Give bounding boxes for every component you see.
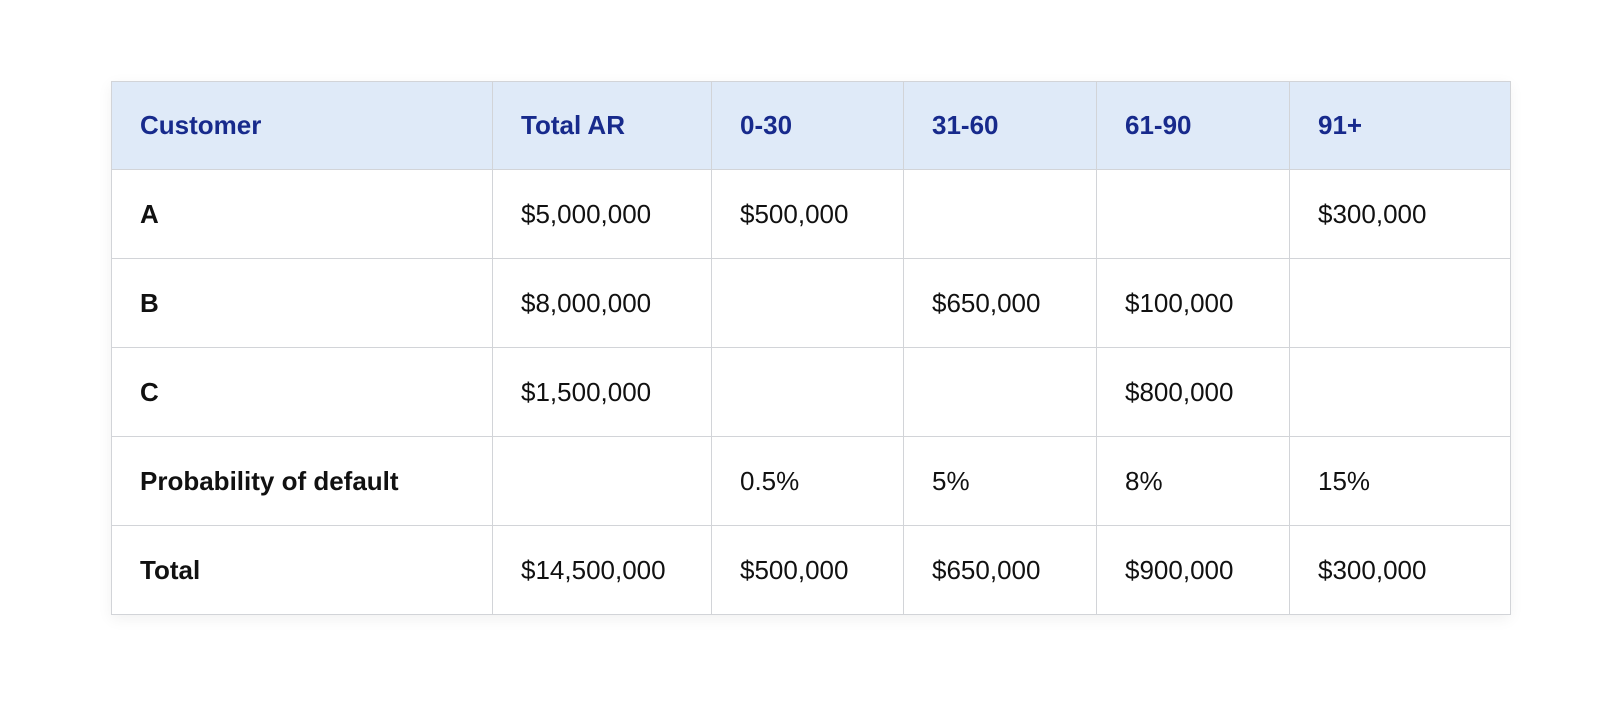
table-cell: $900,000 bbox=[1096, 525, 1290, 615]
table-cell: $100,000 bbox=[1096, 258, 1290, 348]
table-cell: $800,000 bbox=[1096, 347, 1290, 437]
table-cell: $300,000 bbox=[1289, 525, 1511, 615]
column-header-customer: Customer bbox=[111, 81, 493, 170]
ar-aging-table: Customer Total AR 0-30 31-60 61-90 91+ A… bbox=[111, 81, 1511, 615]
table-row: Total $14,500,000 $500,000 $650,000 $900… bbox=[111, 525, 1511, 615]
table-cell: $1,500,000 bbox=[492, 347, 712, 437]
table-cell bbox=[903, 169, 1097, 259]
row-label: C bbox=[111, 347, 493, 437]
table-row: A $5,000,000 $500,000 $300,000 bbox=[111, 169, 1511, 259]
table-cell: $14,500,000 bbox=[492, 525, 712, 615]
aging-table-container: Customer Total AR 0-30 31-60 61-90 91+ A… bbox=[111, 81, 1511, 615]
row-label: B bbox=[111, 258, 493, 348]
table-cell bbox=[711, 258, 904, 348]
table-cell: $650,000 bbox=[903, 525, 1097, 615]
column-header-0-30: 0-30 bbox=[711, 81, 904, 170]
table-cell: $8,000,000 bbox=[492, 258, 712, 348]
table-header-row: Customer Total AR 0-30 31-60 61-90 91+ bbox=[111, 81, 1511, 170]
table-cell: 0.5% bbox=[711, 436, 904, 526]
column-header-total-ar: Total AR bbox=[492, 81, 712, 170]
table-cell: $650,000 bbox=[903, 258, 1097, 348]
column-header-91-plus: 91+ bbox=[1289, 81, 1511, 170]
table-cell bbox=[903, 347, 1097, 437]
row-label: Probability of default bbox=[111, 436, 493, 526]
column-header-61-90: 61-90 bbox=[1096, 81, 1290, 170]
table-cell bbox=[1289, 258, 1511, 348]
table-cell: $300,000 bbox=[1289, 169, 1511, 259]
table-cell bbox=[711, 347, 904, 437]
row-label: Total bbox=[111, 525, 493, 615]
table-cell bbox=[1096, 169, 1290, 259]
table-cell: $500,000 bbox=[711, 169, 904, 259]
column-header-31-60: 31-60 bbox=[903, 81, 1097, 170]
table-cell: $5,000,000 bbox=[492, 169, 712, 259]
table-cell: $500,000 bbox=[711, 525, 904, 615]
table-cell: 5% bbox=[903, 436, 1097, 526]
table-cell: 8% bbox=[1096, 436, 1290, 526]
table-row: C $1,500,000 $800,000 bbox=[111, 347, 1511, 437]
table-row: Probability of default 0.5% 5% 8% 15% bbox=[111, 436, 1511, 526]
table-cell bbox=[492, 436, 712, 526]
table-row: B $8,000,000 $650,000 $100,000 bbox=[111, 258, 1511, 348]
table-cell: 15% bbox=[1289, 436, 1511, 526]
row-label: A bbox=[111, 169, 493, 259]
table-cell bbox=[1289, 347, 1511, 437]
